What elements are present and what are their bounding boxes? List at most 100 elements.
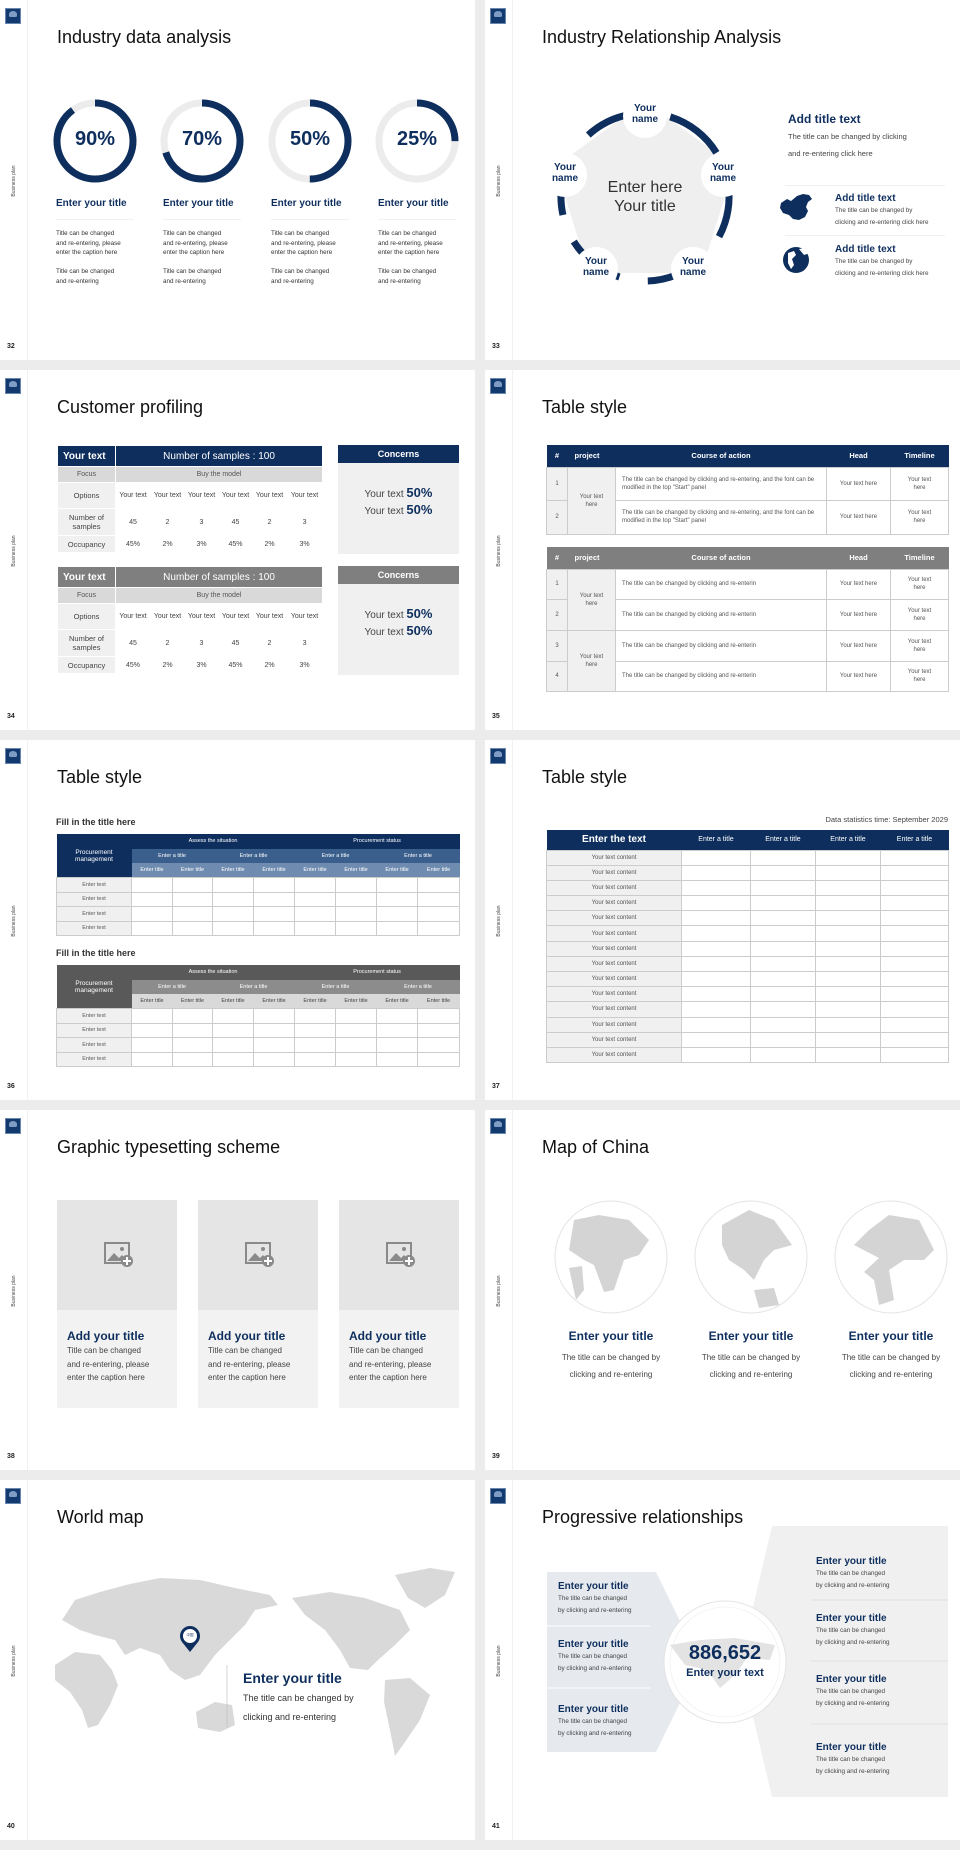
table-cell[interactable]: Your text <box>184 482 219 509</box>
empty-cell[interactable] <box>681 970 751 988</box>
caption-line[interactable]: clicking and re-entering <box>709 1369 793 1379</box>
focus-label[interactable]: Focus <box>57 466 116 483</box>
empty-cell[interactable] <box>815 970 881 988</box>
empty-cell[interactable] <box>172 1022 213 1038</box>
caption-line[interactable]: The title can be changed <box>816 1688 885 1695</box>
slide-32[interactable]: Business plan 32 Industry data analysis 90… <box>0 0 475 360</box>
empty-cell[interactable] <box>417 920 461 936</box>
concerns-value[interactable]: 50% <box>406 485 433 500</box>
slide-40[interactable]: Business plan 40 World map 中国 Enter your t… <box>0 1480 475 1840</box>
table-cell[interactable]: Your text <box>252 482 287 509</box>
caption-line[interactable]: and re-entering, please <box>271 239 336 247</box>
empty-cell[interactable] <box>750 970 816 988</box>
table-cell[interactable]: 45 <box>218 508 253 536</box>
empty-cell[interactable] <box>681 849 751 866</box>
table-cell[interactable]: 2% <box>252 656 287 674</box>
column-header[interactable]: Enter the text <box>546 830 682 850</box>
column-header[interactable]: Enter title <box>253 863 295 878</box>
table-cell[interactable]: 2% <box>150 535 185 553</box>
empty-cell[interactable] <box>172 1008 213 1024</box>
item-title[interactable]: Enter your title <box>558 1639 629 1650</box>
empty-cell[interactable] <box>212 891 254 907</box>
head-cell[interactable]: Your text here <box>826 599 891 631</box>
empty-cell[interactable] <box>294 877 337 893</box>
table-cell[interactable]: Your text <box>218 603 253 630</box>
row-number[interactable]: 4 <box>546 660 568 693</box>
concerns-value[interactable]: 50% <box>406 606 433 621</box>
group-header[interactable]: Procurement status <box>294 965 460 980</box>
empty-cell[interactable] <box>172 877 213 893</box>
caption-line[interactable]: by clicking and re-entering <box>558 1729 632 1737</box>
caption-line[interactable]: Title can be changed <box>271 268 330 275</box>
empty-cell[interactable] <box>335 891 378 907</box>
empty-cell[interactable] <box>335 1037 378 1053</box>
row-label[interactable]: Occupancy <box>57 656 116 674</box>
node-label[interactable]: Your name <box>698 162 748 184</box>
empty-cell[interactable] <box>681 864 751 881</box>
column-header[interactable]: Enter title <box>376 863 418 878</box>
empty-cell[interactable] <box>681 1031 751 1048</box>
callout-title[interactable]: Enter your title <box>243 1670 342 1686</box>
empty-cell[interactable] <box>681 955 751 973</box>
row-label[interactable]: Enter text <box>56 920 132 936</box>
empty-cell[interactable] <box>815 986 881 1003</box>
callout-caption[interactable]: The title can be changed by <box>243 1693 354 1703</box>
empty-cell[interactable] <box>294 920 337 936</box>
caption-line[interactable]: by clicking and re-entering <box>816 1767 890 1775</box>
empty-cell[interactable] <box>376 906 419 922</box>
empty-cell[interactable] <box>335 877 378 893</box>
empty-cell[interactable] <box>417 1051 461 1067</box>
column-header[interactable]: Head <box>826 445 891 467</box>
column-header[interactable]: Head <box>826 547 891 569</box>
empty-cell[interactable] <box>815 864 881 881</box>
empty-cell[interactable] <box>815 849 881 866</box>
node-label[interactable]: Your name <box>668 256 718 278</box>
caption-line[interactable]: clicking and re-entering <box>849 1369 933 1379</box>
slide-title[interactable]: Table style <box>57 767 143 787</box>
empty-cell[interactable] <box>376 891 419 907</box>
table-cell[interactable]: 2 <box>252 629 287 657</box>
row-label[interactable]: Number of samples <box>57 508 116 536</box>
table-cell[interactable]: Your text <box>115 603 151 630</box>
action-cell[interactable]: The title can be changed by clicking and… <box>615 466 827 501</box>
timeline-cell[interactable]: Your text here <box>890 466 949 501</box>
row-label[interactable]: Your text content <box>546 1016 682 1033</box>
empty-cell[interactable] <box>252 877 296 893</box>
empty-cell[interactable] <box>252 920 296 936</box>
empty-cell[interactable] <box>294 1022 337 1038</box>
caption-line[interactable]: The title can be changed by <box>835 258 913 265</box>
empty-cell[interactable] <box>880 895 949 912</box>
concerns-text[interactable]: Your text <box>364 489 404 500</box>
empty-cell[interactable] <box>681 895 751 912</box>
empty-cell[interactable] <box>750 1001 816 1018</box>
main-caption[interactable]: and re-entering click here <box>788 149 873 158</box>
slide-title[interactable]: Map of China <box>542 1137 650 1157</box>
sub-header[interactable]: Enter a title <box>294 848 377 863</box>
caption-line[interactable]: and re-entering, please <box>378 239 443 247</box>
empty-cell[interactable] <box>131 877 173 893</box>
caption-line[interactable]: Title can be changed <box>349 1346 423 1355</box>
empty-cell[interactable] <box>815 879 881 897</box>
caption-line[interactable]: Title can be changed <box>208 1346 282 1355</box>
empty-cell[interactable] <box>880 940 949 957</box>
slide-37[interactable]: Business plan 37 Table style Data statisti… <box>485 740 960 1100</box>
row-label[interactable]: Your text content <box>546 849 682 866</box>
slide-title[interactable]: Graphic typesetting scheme <box>57 1137 281 1157</box>
empty-cell[interactable] <box>131 1051 173 1067</box>
caption-line[interactable]: clicking and re-entering click here <box>835 269 929 277</box>
empty-cell[interactable] <box>750 925 816 942</box>
empty-cell[interactable] <box>880 970 949 988</box>
row-number[interactable]: 2 <box>546 500 568 535</box>
row-label[interactable]: Your text content <box>546 986 682 1003</box>
row-number[interactable]: 2 <box>546 599 568 631</box>
caption-line[interactable]: The title can be changed <box>558 1595 627 1602</box>
group-header[interactable]: Procurement status <box>294 834 460 849</box>
column-header[interactable]: Enter title <box>335 863 377 878</box>
caption-line[interactable]: by clicking and re-entering <box>816 1699 890 1707</box>
column-header[interactable]: Timeline <box>890 547 949 569</box>
slide-35[interactable]: Business plan 35 Table style # project Cours… <box>485 370 960 730</box>
column-header[interactable]: Enter title <box>294 994 336 1009</box>
table-cell[interactable]: 45 <box>115 508 151 536</box>
row-label[interactable]: Your text content <box>546 864 682 881</box>
empty-cell[interactable] <box>815 955 881 973</box>
